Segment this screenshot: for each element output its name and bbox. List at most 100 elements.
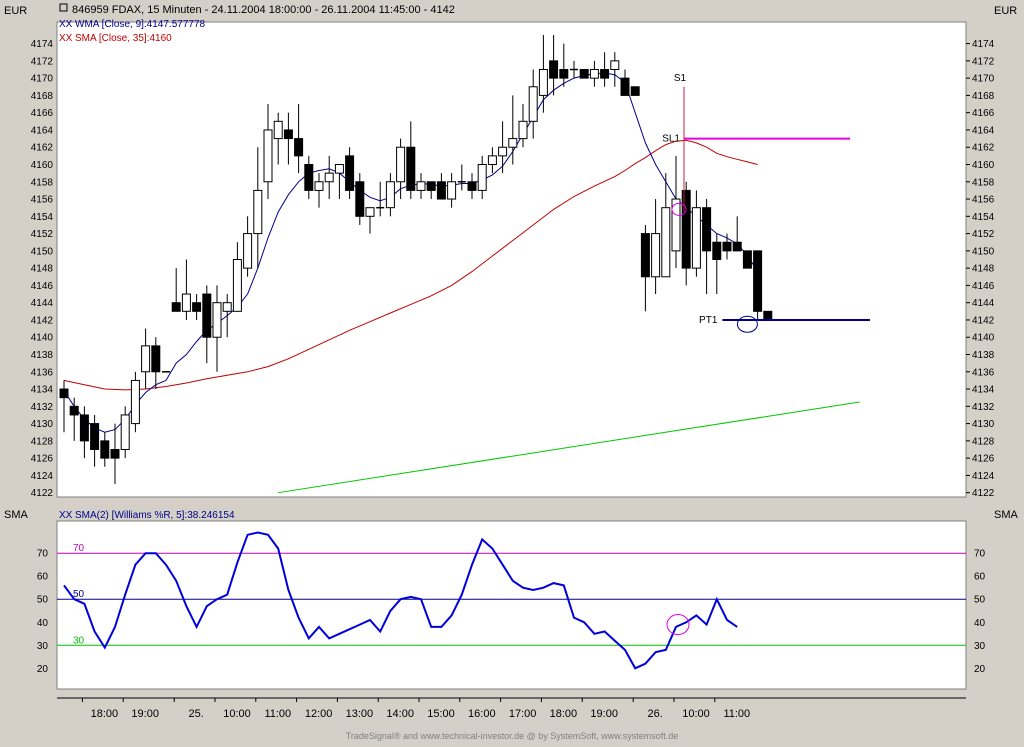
osc-level-label-30: 30 <box>73 635 85 646</box>
candle <box>130 371 140 433</box>
price-tick-label-right: 4162 <box>972 143 995 154</box>
candle-body <box>742 250 752 269</box>
price-tick-label-left: 4140 <box>31 333 54 344</box>
price-tick-label-left: 4174 <box>31 39 54 50</box>
oscillator-panel <box>56 520 967 690</box>
price-tick-label-right: 4168 <box>972 91 995 102</box>
candle <box>263 104 273 200</box>
candle-body <box>334 164 344 174</box>
candle <box>151 337 161 390</box>
price-panel <box>56 21 967 498</box>
candle <box>273 112 283 165</box>
price-unit-left: EUR <box>4 5 27 17</box>
candle-body <box>589 69 599 79</box>
candle-body <box>273 120 283 140</box>
candle-body <box>243 233 253 269</box>
pt1-label: PT1 <box>699 315 718 326</box>
candle-body <box>100 440 110 459</box>
candle <box>487 147 497 174</box>
price-tick-label-left: 4136 <box>31 367 54 378</box>
candle-body <box>416 181 426 191</box>
price-tick-label-left: 4156 <box>31 195 54 206</box>
candle-body <box>753 250 763 312</box>
price-tick-label-right: 4148 <box>972 264 995 275</box>
price-tick-label-left: 4158 <box>31 177 54 188</box>
osc-legend: SMA(2) [Williams %R, 5]:38.246154 <box>75 510 235 521</box>
candle <box>304 155 314 200</box>
time-tick-label: 12:00 <box>305 708 333 720</box>
price-tick-label-left: 4154 <box>31 212 54 223</box>
candle-body <box>294 138 304 157</box>
price-tick-label-left: 4146 <box>31 281 54 292</box>
candle <box>181 259 191 320</box>
candle <box>702 199 712 295</box>
candle-body <box>385 181 395 209</box>
candle-body <box>528 86 538 122</box>
osc-tick-label-left: 70 <box>37 549 49 560</box>
price-tick-label-right: 4158 <box>972 177 995 188</box>
candle-body <box>477 164 487 191</box>
time-tick-label: 15:00 <box>427 708 455 720</box>
price-tick-label-left: 4152 <box>31 229 54 240</box>
price-tick-label-right: 4144 <box>972 298 995 309</box>
candle <box>334 164 344 200</box>
candle-body <box>732 241 742 252</box>
osc-tick-label-left: 50 <box>37 595 49 606</box>
candle <box>120 406 130 459</box>
candle-body <box>120 414 130 451</box>
candle <box>671 155 681 269</box>
time-tick-label: 13:00 <box>346 708 374 720</box>
sma-legend-marker: XX <box>59 33 73 44</box>
price-tick-label-right: 4170 <box>972 74 995 85</box>
candle <box>620 69 630 96</box>
time-tick-label: 10:00 <box>682 708 710 720</box>
candle-body <box>141 345 151 373</box>
osc-tick-label-left: 30 <box>37 641 49 652</box>
candle <box>498 121 508 174</box>
candle-body <box>640 233 650 278</box>
candle <box>549 34 559 96</box>
candle <box>722 233 732 260</box>
candle <box>385 173 395 217</box>
candle <box>753 250 763 320</box>
price-tick-label-left: 4172 <box>31 56 54 67</box>
candle-body <box>324 172 334 183</box>
osc-signal-circle <box>666 614 690 636</box>
candle <box>283 112 293 165</box>
time-tick-label: 18:00 <box>550 708 578 720</box>
candle-body <box>79 414 89 442</box>
candle-body <box>763 310 773 321</box>
price-tick-label-left: 4150 <box>31 246 54 257</box>
price-tick-label-left: 4128 <box>31 436 54 447</box>
price-tick-label-right: 4126 <box>972 454 995 465</box>
price-tick-label-right: 4130 <box>972 419 995 430</box>
time-tick-label: 16:00 <box>468 708 496 720</box>
time-tick-label: 14:00 <box>386 708 414 720</box>
candle <box>396 138 406 200</box>
candle-body <box>426 181 436 191</box>
osc-level-label-70: 70 <box>73 543 85 554</box>
candle-body <box>90 423 100 451</box>
candle <box>447 173 457 208</box>
osc-level-label-50: 50 <box>73 589 85 600</box>
candle-body <box>671 198 681 252</box>
price-unit-right: EUR <box>994 5 1017 17</box>
sl1-label: SL1 <box>662 134 680 145</box>
candle-body <box>467 181 477 191</box>
price-tick-label-left: 4142 <box>31 315 54 326</box>
candle <box>202 285 212 364</box>
candle <box>416 173 426 200</box>
osc-tick-label-left: 60 <box>37 572 49 583</box>
candle-body <box>222 302 232 312</box>
price-tick-label-left: 4170 <box>31 74 54 85</box>
candle <box>79 406 89 459</box>
candle-body <box>406 146 416 191</box>
candle <box>406 121 416 200</box>
price-tick-label-left: 4126 <box>31 454 54 465</box>
price-tick-label-right: 4140 <box>972 333 995 344</box>
candle-body <box>202 293 212 338</box>
candle <box>477 155 487 200</box>
time-tick-label: 17:00 <box>509 708 537 720</box>
time-tick-label: 10:00 <box>223 708 251 720</box>
